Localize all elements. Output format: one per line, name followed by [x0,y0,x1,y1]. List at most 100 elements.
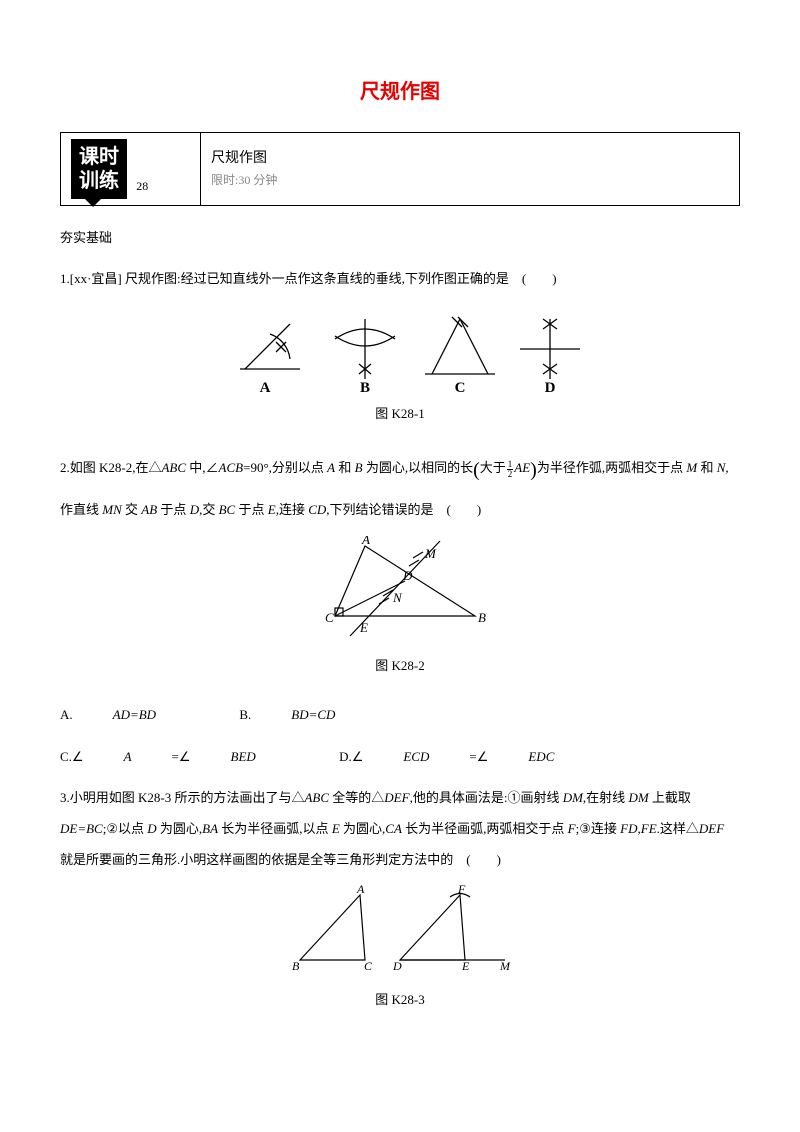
q2-t-m: ,连接 [276,502,309,517]
q2-frac: 12 [507,460,514,479]
svg-text:B: B [478,610,486,625]
q2-opt-b: B.BD=CD [239,698,375,732]
q3-t-j: 长为半径画弧,两弧相交于点 [402,821,568,836]
figure-k28-2-svg: A C B M D N E [305,536,495,646]
q2-t-j: 于点 [157,502,190,517]
q2-t-a: 2.如图 K28-2,在△ [60,460,161,475]
badge: 课时 训练 [71,139,127,199]
badge-line2: 训练 [79,170,119,192]
header-table: 课时 训练 28 尺规作图 限时:30 分钟 [60,132,740,206]
header-right: 尺规作图 限时:30 分钟 [201,133,740,206]
svg-text:B: B [292,959,300,973]
svg-text:E: E [359,620,368,635]
q2-CD: CD [308,502,326,517]
q3-BA: BA [202,821,218,836]
section-label: 夯实基础 [60,224,740,253]
svg-text:F: F [457,885,466,896]
q3-t-m: .这样△ [657,821,699,836]
q3-t-b: 全等的△ [329,790,384,805]
badge-line1: 课时 [79,146,119,168]
q3-DEF2: DEF [699,821,724,836]
q2-t-c: =90°,分别以点 [243,460,327,475]
q2-A: A [327,460,335,475]
q3-t-i: 为圆心, [340,821,386,836]
q1-paren: ( ) [522,271,557,286]
q1-label-d: D [545,380,556,394]
q2-opt-a: A.AD=BD [60,698,196,732]
q3-t-g: 为圆心, [157,821,203,836]
q2-options-row2: C.∠A=∠BED D.∠ECD=∠EDC [60,740,740,774]
q2-t-d: 和 [335,460,355,475]
q1-text: 1.[xx·宜昌] 尺规作图:经过已知直线外一点作这条直线的垂线,下列作图正确的… [60,271,509,286]
svg-text:A: A [361,536,370,547]
q2-rp: ) [530,459,537,481]
q2-acb: ACB [219,460,244,475]
q3-FE: FE [641,821,657,836]
q3-DE: DE=BC [60,821,103,836]
question-1: 1.[xx·宜昌] 尺规作图:经过已知直线外一点作这条直线的垂线,下列作图正确的… [60,263,740,294]
q2-frac-d: 2 [507,470,514,479]
q3-t-a: 3.小明用如图 K28-3 所示的方法画出了与△ [60,790,304,805]
header-right-title: 尺规作图 [211,148,729,170]
q3-D: D [147,821,156,836]
figure-k28-3-svg: A B C F D E M [280,885,520,980]
q2-t-e: 为圆心,以相同的长 [363,460,474,475]
q2-BC: BC [219,502,236,517]
q2-t-n: ,下列结论错误的是 [326,502,433,517]
q2-paren: ( ) [447,502,482,517]
q3-t-c: ,他的具体画法是:①画射线 [410,790,563,805]
q3-t-k: ;③连接 [576,821,621,836]
q3-t-n: 就是所要画的三角形.小明这样画图的依据是全等三角形判定方法中的 [60,852,453,867]
q2-lp: ( [473,459,480,481]
q1-caption: 图 K28-1 [60,400,740,429]
q2-t-b: 中,∠ [186,460,219,475]
q1-label-c: C [455,380,466,394]
svg-text:C: C [325,610,334,625]
svg-text:C: C [364,959,373,973]
q3-CA: CA [385,821,402,836]
header-right-subtitle: 限时:30 分钟 [211,171,729,190]
q2-t-k: ,交 [199,502,219,517]
question-3: 3.小明用如图 K28-3 所示的方法画出了与△ABC 全等的△DEF,他的具体… [60,782,740,876]
q2-B: B [355,460,363,475]
page: 尺规作图 课时 训练 28 尺规作图 限时:30 分钟 夯实基础 1.[xx·宜… [0,0,800,1073]
svg-text:A: A [356,885,365,896]
q3-DEF: DEF [384,790,409,805]
q2-MN: MN [102,502,122,517]
q3-t-f: ;②以点 [103,821,148,836]
q3-E: E [332,821,340,836]
svg-text:E: E [461,959,470,973]
q3-DM2: DM [628,790,648,805]
q2-gt: 大于 [480,460,506,475]
q3-t-e: 上截取 [649,790,691,805]
q3-t-d: ,在射线 [583,790,629,805]
q1-label-a: A [260,380,271,394]
q2-opt-d: D.∠ECD=∠EDC [339,740,594,774]
question-2: 2.如图 K28-2,在△ABC 中,∠ACB=90°,分别以点 A 和 B 为… [60,446,740,525]
figure-k28-1-svg: A B C D [210,304,590,394]
q3-caption: 图 K28-3 [60,986,740,1015]
svg-text:D: D [402,568,413,583]
q2-AB: AB [141,502,157,517]
svg-text:D: D [392,959,402,973]
svg-text:M: M [499,959,511,973]
q3-t-h: 长为半径画弧,以点 [218,821,332,836]
q2-ae: AE [514,460,530,475]
q2-opt-c: C.∠A=∠BED [60,740,296,774]
q3-FD: FD [620,821,637,836]
svg-text:M: M [424,546,437,561]
q2-D: D [190,502,199,517]
q2-abc: ABC [161,460,186,475]
q2-t-i: 交 [122,502,142,517]
badge-number: 28 [136,173,148,199]
q2-caption: 图 K28-2 [60,652,740,681]
badge-cell: 课时 训练 28 [61,133,201,206]
q2-t-g: 和 [697,460,713,475]
q3-ABC: ABC [304,790,329,805]
q3-DM: DM [563,790,583,805]
q1-label-b: B [360,380,370,394]
svg-text:N: N [392,590,403,605]
q3-F: F [568,821,576,836]
main-title: 尺规作图 [60,70,740,114]
q2-t-f: 为半径作弧,两弧相交于点 [537,460,687,475]
